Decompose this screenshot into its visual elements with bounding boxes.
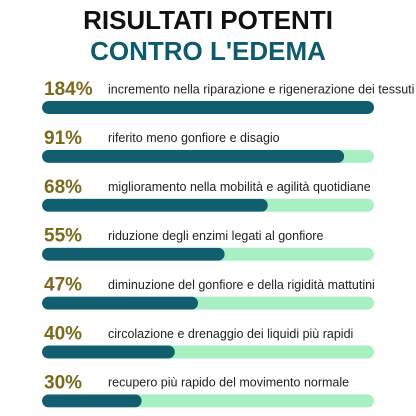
bar: [42, 345, 175, 359]
value-label: 91%: [44, 128, 82, 149]
value-label: 47%: [44, 275, 82, 296]
bar: [42, 198, 268, 212]
bar: [42, 394, 142, 408]
category-label: recupero più rapido del movimento normal…: [108, 376, 349, 390]
value-label: 184%: [44, 79, 93, 100]
category-label: riduzione degli enzimi legati al gonfior…: [108, 229, 323, 243]
bar: [42, 296, 199, 310]
chart-subtitle: CONTRO L'EDEMA: [90, 36, 326, 66]
bar: [42, 247, 225, 261]
chart-title: RISULTATI POTENTI: [83, 5, 333, 35]
bar: [42, 101, 374, 114]
category-label: circolazione e drenaggio dei liquidi più…: [108, 327, 353, 341]
value-label: 40%: [44, 324, 82, 345]
value-label: 68%: [44, 177, 82, 198]
bar: [42, 149, 345, 163]
value-label: 30%: [44, 372, 82, 393]
value-label: 55%: [44, 226, 82, 247]
category-label: riferito meno gonfiore e disagio: [108, 131, 280, 145]
category-label: diminuzione del gonfiore e della rigidit…: [108, 278, 375, 292]
category-label: incremento nella riparazione e rigeneraz…: [108, 82, 414, 96]
category-label: miglioramento nella mobilità e agilità q…: [108, 180, 371, 194]
